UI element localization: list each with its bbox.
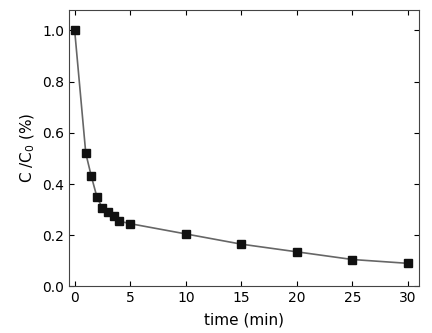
Y-axis label: C /C$_0$ (%): C /C$_0$ (%) bbox=[18, 113, 37, 183]
X-axis label: time (min): time (min) bbox=[204, 312, 284, 327]
